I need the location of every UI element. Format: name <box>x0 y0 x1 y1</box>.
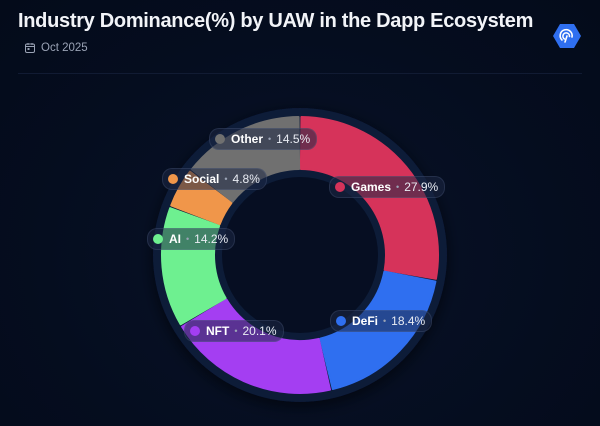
donut-hole <box>222 177 378 333</box>
label-nft[interactable]: NFT • 20.1% <box>184 320 284 342</box>
date-label: Oct 2025 <box>24 42 88 54</box>
label-games[interactable]: Games • 27.9% <box>329 176 446 198</box>
separator: • <box>383 316 387 326</box>
separator: • <box>396 182 400 192</box>
other-dot-icon <box>215 134 225 144</box>
label-defi[interactable]: DeFi • 18.4% <box>330 310 433 332</box>
ai-dot-icon <box>153 234 163 244</box>
separator: • <box>186 234 190 244</box>
hexagon-fingerprint-logo-icon[interactable] <box>553 23 581 49</box>
label-other[interactable]: Other • 14.5% <box>209 128 318 150</box>
social-dot-icon <box>168 174 178 184</box>
separator: • <box>268 134 272 144</box>
calendar-icon <box>25 43 35 53</box>
label-ai[interactable]: AI • 14.2% <box>147 228 236 250</box>
header-divider <box>18 73 582 74</box>
nft-dot-icon <box>190 326 200 336</box>
chart-title: Industry Dominance(%) by UAW in the Dapp… <box>18 10 534 32</box>
separator: • <box>234 326 238 336</box>
separator: • <box>224 174 228 184</box>
date-text: Oct 2025 <box>41 42 88 54</box>
games-dot-icon <box>335 182 345 192</box>
label-social[interactable]: Social • 4.8% <box>162 168 267 190</box>
defi-dot-icon <box>336 316 346 326</box>
